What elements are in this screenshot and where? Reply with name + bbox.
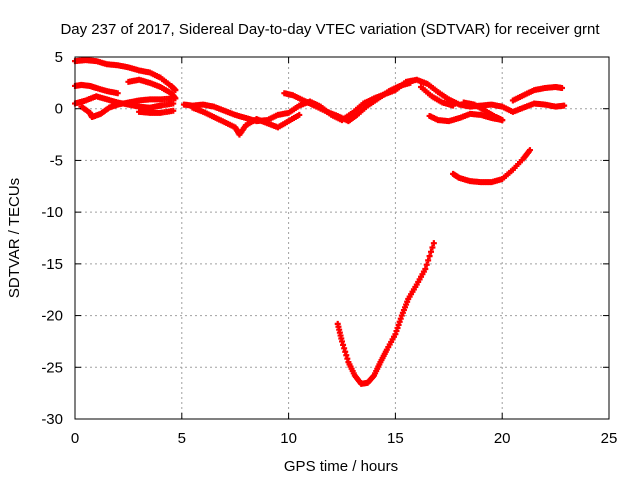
x-tick-label: 10 <box>280 430 297 447</box>
data-point <box>172 87 179 94</box>
data-point <box>170 107 177 114</box>
chart-title: Day 237 of 2017, Sidereal Day-to-day VTE… <box>60 21 600 38</box>
series-arc3 <box>72 81 121 97</box>
x-tick-label: 15 <box>387 430 404 447</box>
data-point <box>170 95 177 102</box>
y-tick-label: -10 <box>41 204 63 221</box>
data-point <box>499 117 506 124</box>
data-point <box>422 266 429 273</box>
data-point <box>429 244 436 251</box>
x-tick-label: 5 <box>178 430 186 447</box>
plot-frame <box>74 56 610 420</box>
x-tick-label: 20 <box>494 430 511 447</box>
series-arc1 <box>72 57 179 94</box>
data-point <box>430 240 437 247</box>
series-arc12 <box>426 110 506 125</box>
series-arc14 <box>450 147 533 186</box>
data-point <box>559 85 566 92</box>
y-tick-label: -5 <box>50 152 63 169</box>
data-points <box>72 57 568 387</box>
data-point <box>407 79 414 86</box>
y-axis-label: SDTVAR / TECUs <box>6 178 23 298</box>
data-point <box>296 111 303 118</box>
series-arc6 <box>136 107 177 116</box>
x-tick-label: 0 <box>71 430 79 447</box>
x-tick-label: 25 <box>601 430 618 447</box>
y-tick-label: 5 <box>55 49 63 66</box>
axis-ticks: 0 5 10 15 20 25 5 0 -5 -10 -15 -20 -25 -30 <box>41 49 617 447</box>
series-arc10 <box>418 83 457 109</box>
data-point <box>526 147 533 154</box>
series-arc15 <box>334 240 437 387</box>
data-point <box>428 248 434 255</box>
series-arc5 <box>78 95 177 120</box>
y-tick-label: -20 <box>41 308 63 325</box>
series-arc13 <box>509 83 566 104</box>
data-point <box>425 257 432 264</box>
series-arc8 <box>189 104 303 138</box>
y-tick-label: -30 <box>41 411 63 428</box>
y-tick-label: 0 <box>55 101 63 118</box>
data-point <box>423 261 430 268</box>
data-point <box>426 253 433 260</box>
x-axis-label: GPS time / hours <box>284 458 398 475</box>
data-point <box>114 90 121 97</box>
series-arc9 <box>281 79 414 125</box>
data-point <box>450 102 457 109</box>
y-tick-label: -15 <box>41 256 63 273</box>
y-tick-label: -25 <box>41 359 63 376</box>
data-point <box>170 100 177 107</box>
series-arc2 <box>125 76 179 102</box>
data-point <box>561 102 568 109</box>
